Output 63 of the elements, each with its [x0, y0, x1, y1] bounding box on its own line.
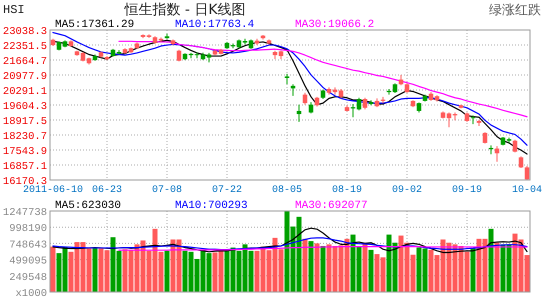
y-tick-label: 16857.1	[2, 161, 47, 173]
bar	[92, 248, 98, 292]
candlestick	[482, 132, 488, 144]
y-tick-label: 22351.5	[2, 41, 47, 53]
candlestick	[398, 74, 404, 86]
text: 绿涨红跌	[489, 3, 541, 18]
bar	[470, 248, 476, 292]
candlestick	[296, 104, 302, 122]
bar	[362, 242, 368, 292]
candlestick	[416, 102, 422, 113]
y-tick-label: 17543.9	[2, 146, 47, 158]
x-tick-label: 06-23	[92, 185, 122, 196]
candlestick	[314, 96, 320, 108]
bar	[320, 246, 326, 292]
y-tick-label: 20291.1	[2, 86, 47, 98]
y-tick-label: 20977.9	[2, 71, 47, 83]
candlestick	[518, 156, 524, 169]
y-tick-label: x1000	[15, 288, 47, 300]
y-tick-label: 18230.7	[2, 131, 47, 143]
candlestick	[512, 139, 518, 153]
series-label: MA5:17361.29	[55, 19, 134, 31]
bar	[368, 250, 374, 292]
bar	[488, 228, 494, 292]
y-tick-label: 998190	[9, 223, 47, 236]
candlestick	[308, 102, 314, 114]
candlestick	[464, 112, 470, 122]
y-tick-label: 23038.3	[2, 26, 47, 38]
text: MA5:623030	[55, 200, 122, 212]
y-tick-label: 249548	[9, 272, 47, 284]
text: HSI	[3, 3, 25, 17]
x-tick-label: 07-22	[212, 185, 242, 196]
series-label: MA10:17763.4	[175, 19, 255, 31]
y-tick-label: 499095	[9, 256, 47, 268]
candlestick	[524, 165, 530, 180]
candlestick	[494, 146, 500, 162]
y-tick-label: 21664.7	[2, 56, 47, 68]
y-tick-label: 1247738	[2, 207, 47, 219]
candlestick	[404, 82, 410, 94]
x-tick-label: 09-02	[392, 185, 422, 196]
candlestick	[284, 73, 290, 85]
y-tick-label: 19604.3	[2, 101, 47, 113]
series-label: MA30:19066.2	[295, 19, 374, 31]
x-tick-label: 08-05	[272, 185, 302, 196]
x-tick-label: 07-08	[152, 185, 182, 196]
chart-title: 恒生指数 - 日K线图	[123, 2, 246, 18]
y-tick-label: 18917.5	[2, 116, 47, 128]
x-tick-label: 09-19	[452, 185, 482, 196]
y-tick-label: 748643	[9, 239, 47, 252]
candlestick	[320, 89, 326, 100]
candlestick	[362, 97, 368, 110]
candlestick	[290, 84, 296, 96]
bar	[308, 241, 314, 292]
bar	[302, 238, 308, 292]
bar	[314, 243, 320, 292]
bar	[164, 250, 170, 292]
bar	[494, 242, 500, 292]
bar	[50, 246, 56, 292]
text: MA30:692077	[295, 200, 368, 212]
x-tick-label: 08-19	[332, 185, 362, 196]
x-tick-label: 10-04	[512, 185, 542, 196]
candlestick	[302, 92, 308, 106]
text: MA10:700293	[175, 200, 248, 212]
candlestick	[176, 49, 182, 62]
